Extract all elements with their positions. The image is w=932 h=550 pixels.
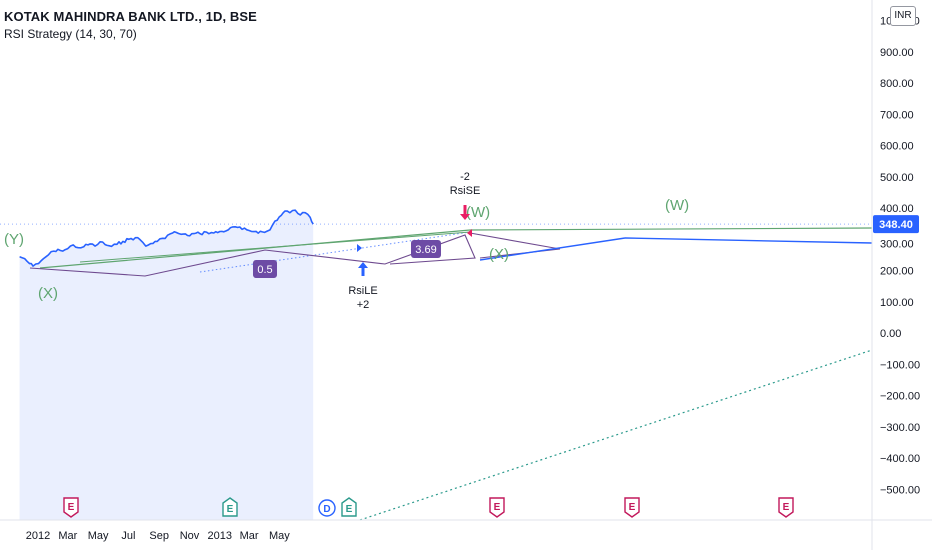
price-axis[interactable]: 1000.00900.00800.00700.00600.00500.00400… [871,0,920,550]
price-axis-label: −300.00 [880,422,920,434]
purple-wave-path [29,234,476,277]
sell-signal-qty: -2 [460,171,470,183]
purple-wave-path [469,232,561,259]
time-axis-label: May [269,530,290,542]
projection-lines [199,231,873,521]
buy-signal-qty: +2 [357,299,370,311]
split-event-icon [222,497,238,517]
price-axis-label: 900.00 [880,47,914,59]
split-event-icon [341,497,357,517]
price-area [19,210,314,520]
time-axis-label: Mar [240,530,259,542]
wave-label: (Y) [4,231,24,248]
earnings-event-icon [624,497,640,518]
buy-signal-name: RsiLE [348,285,377,297]
price-area-layer [19,210,314,520]
sell-signal-name: RsiSE [450,185,481,197]
time-axis-label: Jul [121,530,135,542]
price-axis-label: −100.00 [880,359,920,371]
time-axis-label: 2013 [208,530,232,542]
symbol-title[interactable]: KOTAK MAHINDRA BANK LTD., 1D, BSE [4,9,257,24]
price-axis-label: 800.00 [880,78,914,90]
ratio-box [253,260,277,278]
entry-marker [357,244,362,252]
dividend-event-icon [318,499,336,517]
price-line [19,209,314,267]
price-axis-label: 100.00 [880,297,914,309]
last-price-value: 348.40 [879,219,913,231]
earnings-event-icon [63,497,79,518]
wave-lines-layer [29,227,873,277]
price-axis-label: 500.00 [880,172,914,184]
time-axis-label: Mar [58,530,77,542]
price-axis-label: 200.00 [880,266,914,278]
time-axis-label: Nov [180,530,200,542]
wave-label: (W) [466,204,490,221]
wave-label: (X) [489,246,509,263]
price-axis-label: 700.00 [880,109,914,121]
sell-arrow-icon [460,205,470,220]
teal-dotted-trendline [359,349,873,521]
earnings-event-icon-letter: E [494,502,501,513]
time-axis-label: May [88,530,109,542]
ratio-box [411,240,441,258]
buy-arrow-icon [358,262,368,276]
ratio-box-label: 0.5 [257,264,272,276]
price-line-layer [0,209,872,267]
price-axis-label: −500.00 [880,484,920,496]
earnings-event-icon [489,497,505,518]
last-price-tag [873,215,919,234]
earnings-event-icon-letter: E [629,502,636,513]
ratio-box-label: 3.69 [415,244,436,256]
dividend-event-letter: D [323,504,330,515]
blue-wave-line [479,237,626,261]
time-axis-label: 2012 [26,530,50,542]
price-axis-label: 300.00 [880,238,914,250]
annotations-layer: (Y) (X) (W) (X) (W) 0.5 3.69 RsiLE +2 -2 RsiSE [4,171,689,311]
green-wave-line [469,227,873,231]
green-wave-line [79,231,471,263]
price-axis-label: 400.00 [880,203,914,215]
blue-wave-line [624,237,873,244]
exit-marker [467,229,472,237]
split-event-icon-letter: E [346,504,353,515]
price-axis-label: −200.00 [880,391,920,403]
wave-label: (X) [38,285,58,302]
strategy-label[interactable]: RSI Strategy (14, 30, 70) [4,27,137,41]
price-axis-label: −400.00 [880,453,920,465]
currency-badge[interactable]: INR [890,6,916,26]
blue-dotted-line [199,231,471,273]
split-event-icon-letter: E [227,504,234,515]
time-axis[interactable]: 2012 Mar May Jul Sep Nov 2013 Mar May [0,519,932,542]
earnings-event-icon-letter: E [68,502,75,513]
time-axis-label: Sep [149,530,169,542]
price-axis-label: 0.00 [880,328,901,340]
earnings-event-icon-letter: E [783,502,790,513]
price-axis-label: 600.00 [880,141,914,153]
wave-label: (W) [665,197,689,214]
earnings-event-icon [778,497,794,518]
